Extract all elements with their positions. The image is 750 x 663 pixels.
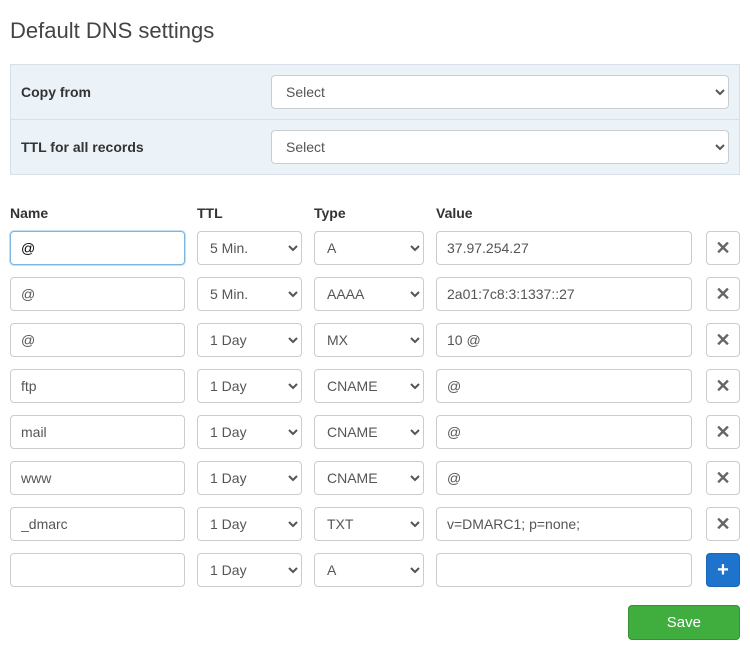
plus-icon: + xyxy=(717,560,729,580)
records-header: Name TTL Type Value xyxy=(10,205,740,221)
col-header-type: Type xyxy=(314,205,424,221)
record-row: 1 Day TXT ✕ xyxy=(10,507,740,541)
record-value-input[interactable] xyxy=(436,507,692,541)
close-icon: ✕ xyxy=(715,469,730,487)
delete-record-button[interactable]: ✕ xyxy=(706,231,740,265)
record-ttl-select[interactable]: 1 Day xyxy=(197,415,302,449)
record-row: 1 Day CNAME ✕ xyxy=(10,369,740,403)
ttl-all-row: TTL for all records Select xyxy=(11,119,739,174)
record-type-select[interactable]: A xyxy=(314,231,424,265)
ttl-all-select[interactable]: Select xyxy=(271,130,729,164)
record-value-input[interactable] xyxy=(436,369,692,403)
record-row: 5 Min. AAAA ✕ xyxy=(10,277,740,311)
close-icon: ✕ xyxy=(715,239,730,257)
record-row: 1 Day A + xyxy=(10,553,740,587)
record-row: 5 Min. A ✕ xyxy=(10,231,740,265)
record-ttl-select[interactable]: 5 Min. xyxy=(197,277,302,311)
record-type-select[interactable]: CNAME xyxy=(314,461,424,495)
record-name-input[interactable] xyxy=(10,369,185,403)
close-icon: ✕ xyxy=(715,331,730,349)
record-ttl-select[interactable]: 1 Day xyxy=(197,507,302,541)
record-type-select[interactable]: CNAME xyxy=(314,415,424,449)
record-name-input[interactable] xyxy=(10,231,185,265)
save-button[interactable]: Save xyxy=(628,605,740,640)
delete-record-button[interactable]: ✕ xyxy=(706,369,740,403)
record-row: 1 Day CNAME ✕ xyxy=(10,415,740,449)
record-value-input[interactable] xyxy=(436,277,692,311)
copy-from-row: Copy from Select xyxy=(11,65,739,119)
record-value-input[interactable] xyxy=(436,461,692,495)
record-name-input[interactable] xyxy=(10,277,185,311)
add-record-button[interactable]: + xyxy=(706,553,740,587)
ttl-all-label: TTL for all records xyxy=(21,139,271,155)
records-table: Name TTL Type Value 5 Min.A✕5 Min.AAAA✕1… xyxy=(10,205,740,587)
delete-record-button[interactable]: ✕ xyxy=(706,323,740,357)
top-settings-panel: Copy from Select TTL for all records Sel… xyxy=(10,64,740,175)
record-value-input[interactable] xyxy=(436,231,692,265)
delete-record-button[interactable]: ✕ xyxy=(706,277,740,311)
record-ttl-select[interactable]: 1 Day xyxy=(197,369,302,403)
record-type-select[interactable]: TXT xyxy=(314,507,424,541)
close-icon: ✕ xyxy=(715,377,730,395)
record-value-input[interactable] xyxy=(436,415,692,449)
record-type-select[interactable]: CNAME xyxy=(314,369,424,403)
record-type-select[interactable]: MX xyxy=(314,323,424,357)
col-header-ttl: TTL xyxy=(197,205,302,221)
record-value-input[interactable] xyxy=(436,323,692,357)
close-icon: ✕ xyxy=(715,285,730,303)
record-row: 1 Day CNAME ✕ xyxy=(10,461,740,495)
close-icon: ✕ xyxy=(715,423,730,441)
record-ttl-select[interactable]: 1 Day xyxy=(197,323,302,357)
record-ttl-select[interactable]: 1 Day xyxy=(197,553,302,587)
record-name-input[interactable] xyxy=(10,323,185,357)
col-header-name: Name xyxy=(10,205,185,221)
record-ttl-select[interactable]: 1 Day xyxy=(197,461,302,495)
record-name-input[interactable] xyxy=(10,507,185,541)
record-value-input[interactable] xyxy=(436,553,692,587)
record-name-input[interactable] xyxy=(10,461,185,495)
record-name-input[interactable] xyxy=(10,553,185,587)
col-header-value: Value xyxy=(436,205,692,221)
copy-from-select[interactable]: Select xyxy=(271,75,729,109)
page-title: Default DNS settings xyxy=(10,18,740,44)
delete-record-button[interactable]: ✕ xyxy=(706,415,740,449)
copy-from-label: Copy from xyxy=(21,84,271,100)
delete-record-button[interactable]: ✕ xyxy=(706,507,740,541)
record-row: 1 Day MX ✕ xyxy=(10,323,740,357)
delete-record-button[interactable]: ✕ xyxy=(706,461,740,495)
record-type-select[interactable]: A xyxy=(314,553,424,587)
record-name-input[interactable] xyxy=(10,415,185,449)
record-type-select[interactable]: AAAA xyxy=(314,277,424,311)
record-ttl-select[interactable]: 5 Min. xyxy=(197,231,302,265)
close-icon: ✕ xyxy=(715,515,730,533)
